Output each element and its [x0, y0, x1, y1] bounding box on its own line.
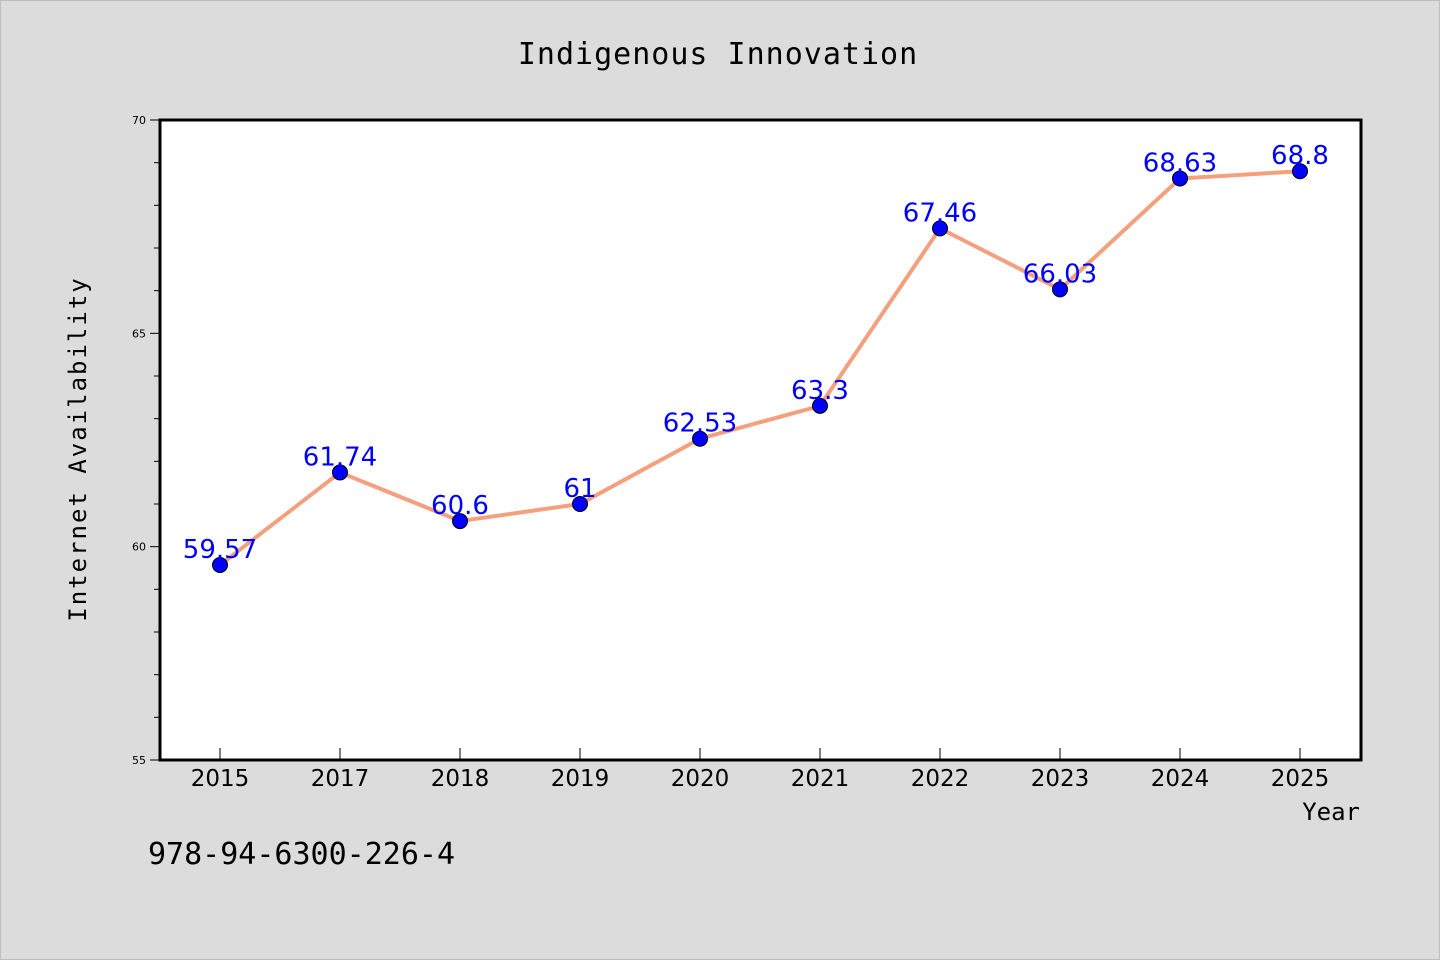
data-label: 59.57 — [183, 535, 257, 565]
y-tick-label: 60 — [132, 541, 146, 554]
x-tick-label: 2019 — [551, 766, 610, 792]
x-tick-label: 2017 — [311, 766, 370, 792]
y-tick-label: 65 — [132, 327, 146, 340]
data-label: 62.53 — [663, 409, 737, 439]
data-label: 67.46 — [903, 198, 977, 228]
data-label: 61.74 — [303, 442, 377, 472]
x-tick-label: 2018 — [431, 766, 490, 792]
x-axis-label: Year — [1302, 798, 1360, 826]
data-point — [692, 430, 708, 447]
y-axis-label: Internet Availability — [64, 276, 92, 621]
x-tick-label: 2022 — [911, 766, 970, 792]
data-point — [572, 496, 588, 512]
data-label: 63.3 — [791, 376, 849, 406]
data-point — [1052, 281, 1068, 298]
x-tick-label: 2020 — [671, 766, 730, 792]
y-tick-label: 70 — [132, 114, 146, 127]
data-label: 60.6 — [431, 491, 489, 521]
data-label: 66.03 — [1023, 259, 1097, 289]
data-point — [332, 464, 348, 481]
data-point — [1172, 170, 1188, 187]
series-line — [218, 169, 1301, 567]
chart-title: Indigenous Innovation — [518, 37, 918, 72]
data-label: 68.63 — [1143, 148, 1217, 178]
data-point — [452, 513, 468, 530]
data-point — [1292, 163, 1308, 180]
x-tick-label: 2015 — [191, 766, 250, 792]
x-axis: 2015 2017 2018 2019 2020 2021 2022 2023 2024 2025 — [191, 748, 1330, 792]
x-tick-label: 2021 — [791, 766, 850, 792]
isbn-text: 978-94-6300-226-4 — [148, 837, 455, 872]
data-label: 61 — [563, 474, 596, 504]
y-tick-label: 55 — [132, 754, 146, 767]
data-label: 68.8 — [1271, 141, 1329, 171]
series-0: 59.57 61.74 60.6 61 62.53 63.3 67.46 66.03 68.63… — [183, 141, 1329, 574]
data-point — [212, 557, 228, 574]
y-axis: 55 60 65 70 — [132, 114, 160, 767]
x-tick-label: 2025 — [1271, 766, 1330, 792]
data-point — [812, 397, 828, 414]
plot-area — [158, 118, 1363, 762]
data-point — [932, 220, 948, 237]
x-tick-label: 2023 — [1031, 766, 1090, 792]
x-tick-label: 2024 — [1151, 766, 1210, 792]
